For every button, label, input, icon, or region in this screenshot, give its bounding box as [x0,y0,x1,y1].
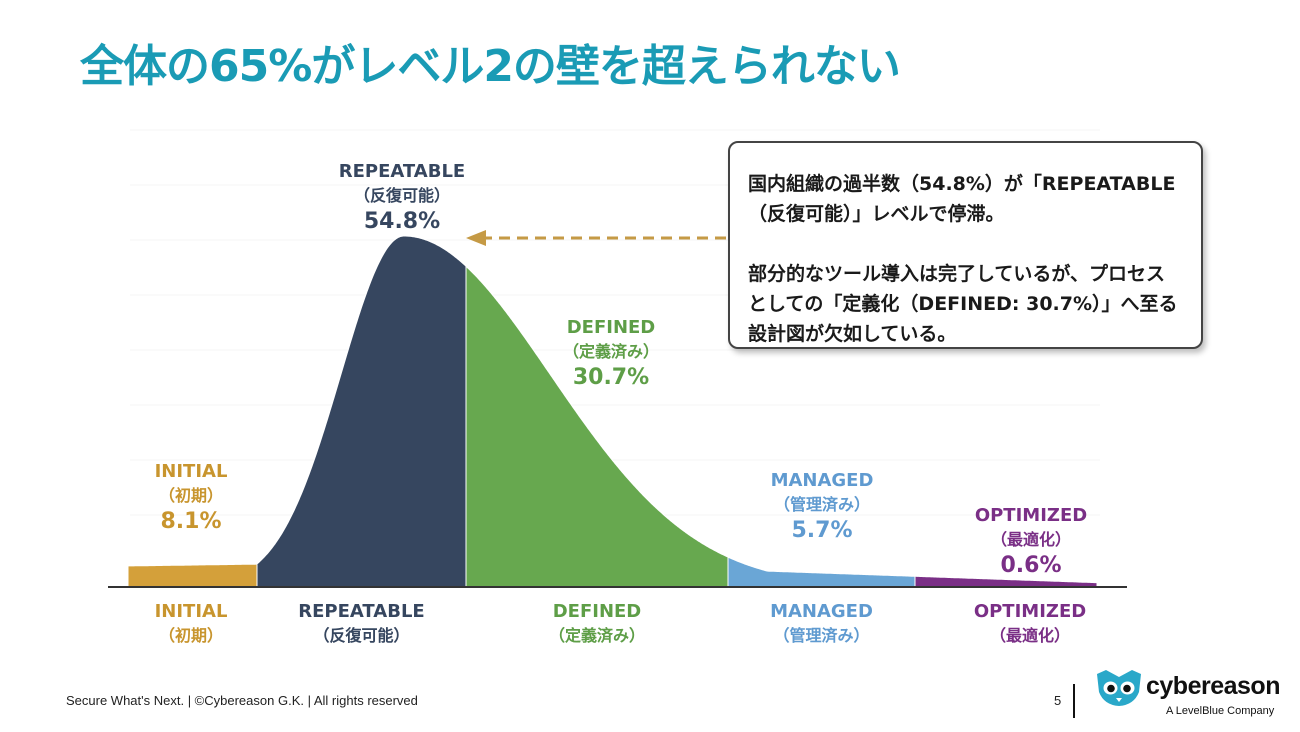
data-label-value-managed: 5.7% [791,518,852,543]
data-label-name-defined: DEFINED [567,317,656,338]
x-tick-sublabel-optimized: （最適化） [990,626,1070,645]
callout-paragraph-1: 国内組織の過半数（54.8%）が「REPEATABLE（反復可能）」レベルで停滞… [748,173,1176,225]
x-tick-sublabel-initial: （初期） [159,626,223,645]
data-label-value-repeatable: 54.8% [364,209,440,234]
area-segment-optimized [914,575,1098,588]
x-tick-sublabel-defined: （定義済み） [549,626,645,645]
x-tick-label-defined: DEFINED [553,601,642,622]
callout-paragraph-2: 部分的なツール導入は完了しているが、プロセスとしての「定義化（DEFINED: … [748,263,1178,345]
area-segment-defined [465,265,729,588]
x-tick-sublabel-repeatable: （反復可能） [313,626,409,645]
data-label-sub-initial: （初期） [159,486,223,505]
data-label-sub-defined: （定義済み） [563,342,659,361]
data-label-name-optimized: OPTIMIZED [975,505,1087,526]
logo-tagline: A LevelBlue Company [1166,705,1275,717]
footer-copyright: Secure What's Next. | ©Cybereason G.K. |… [66,693,418,708]
data-label-value-defined: 30.7% [573,365,649,390]
footer-divider [1073,684,1075,718]
x-tick-label-repeatable: REPEATABLE [298,601,424,622]
x-tick-label-managed: MANAGED [770,601,873,622]
data-label-name-initial: INITIAL [155,461,228,482]
cybereason-logo: cybereason A LevelBlue Company [1094,668,1284,724]
area-segment-managed [727,556,916,588]
area-segment-repeatable [256,235,467,588]
data-label-sub-optimized: （最適化） [991,530,1071,549]
logo-wordmark: cybereason [1146,672,1280,700]
area-segment-initial [127,563,258,588]
x-tick-sublabel-managed: （管理済み） [773,626,869,645]
data-label-sub-repeatable: （反復可能） [354,186,450,205]
annotation-arrow-head [466,230,486,246]
callout-box: 国内組織の過半数（54.8%）が「REPEATABLE（反復可能）」レベルで停滞… [728,141,1203,349]
data-label-sub-managed: （管理済み） [774,495,870,514]
data-label-value-optimized: 0.6% [1000,553,1061,578]
x-tick-label-optimized: OPTIMIZED [974,601,1086,622]
data-label-name-managed: MANAGED [771,470,874,491]
data-label-name-repeatable: REPEATABLE [339,161,465,182]
x-tick-label-initial: INITIAL [155,601,228,622]
slide-title: 全体の65%がレベル2の壁を超えられない [80,41,901,92]
page-number: 5 [1054,693,1062,708]
data-label-value-initial: 8.1% [160,509,221,534]
owl-logo-icon [1097,670,1141,706]
